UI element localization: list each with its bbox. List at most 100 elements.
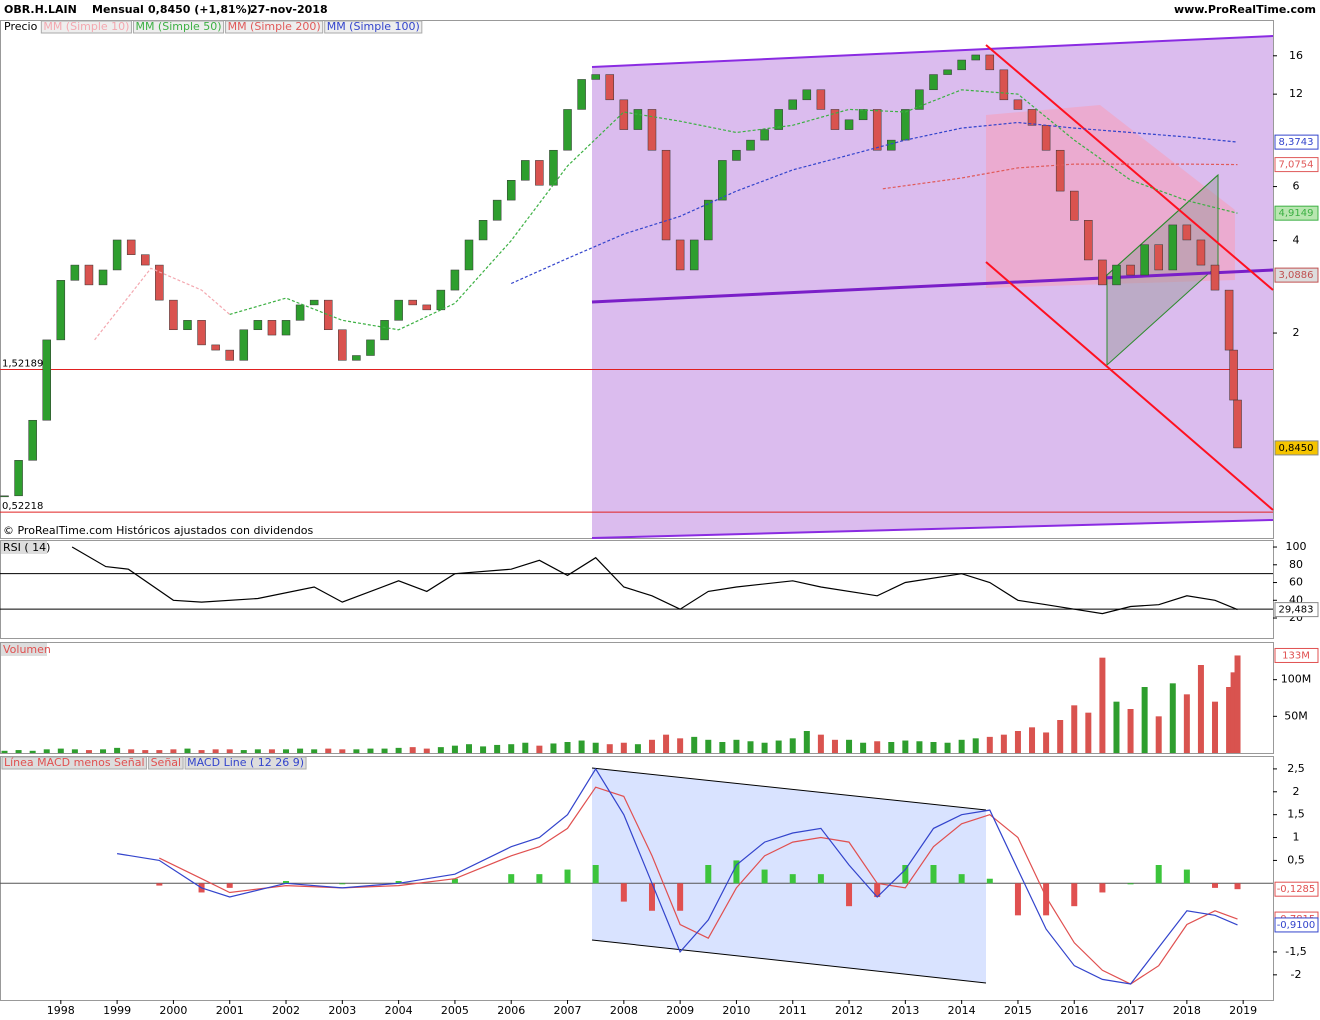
x-tick-label: 2012 bbox=[835, 1004, 863, 1017]
y-tick-label: 100 bbox=[1286, 540, 1307, 553]
legend-entry: MM (Simple 10) bbox=[43, 20, 129, 33]
value-tag-box bbox=[1274, 205, 1319, 221]
candle bbox=[802, 89, 812, 101]
volume-bar bbox=[128, 749, 135, 753]
volume-bar bbox=[817, 734, 824, 753]
value-tag: -0,9100 bbox=[1277, 920, 1316, 931]
legend-box bbox=[225, 20, 324, 34]
candle bbox=[985, 54, 995, 71]
x-tick-label: 2000 bbox=[159, 1004, 187, 1017]
x-tick-label: 2003 bbox=[328, 1004, 356, 1017]
histogram-bar bbox=[846, 883, 853, 907]
histogram-bar bbox=[1071, 883, 1078, 907]
candle bbox=[338, 329, 347, 361]
histogram-bar bbox=[648, 883, 655, 911]
volume-bar bbox=[57, 748, 64, 753]
candle bbox=[98, 269, 108, 286]
hline-label: 1,52189 bbox=[2, 358, 43, 369]
source: www.ProRealTime.com bbox=[1174, 3, 1316, 16]
candle bbox=[1013, 99, 1023, 110]
volume-bar bbox=[1029, 727, 1036, 753]
histogram-bar bbox=[733, 860, 740, 884]
y-tick-label: -2 bbox=[1291, 968, 1302, 981]
candle bbox=[1098, 259, 1107, 286]
candle bbox=[872, 109, 882, 151]
histogram-bar bbox=[817, 874, 824, 884]
y-tick-label: 0,5 bbox=[1287, 853, 1305, 866]
x-tick-label: 1999 bbox=[103, 1004, 131, 1017]
volume-bar bbox=[156, 750, 163, 753]
y-tick-label: 100M bbox=[1281, 673, 1312, 686]
volume-bar bbox=[1043, 732, 1050, 753]
x-tick-label: 2007 bbox=[554, 1004, 582, 1017]
legend-entry: Línea MACD menos Señal bbox=[4, 756, 145, 769]
candle bbox=[352, 355, 361, 361]
candle bbox=[915, 89, 924, 110]
x-tick-label: 2004 bbox=[385, 1004, 413, 1017]
volume-bar bbox=[1141, 687, 1148, 753]
volume-bar bbox=[381, 748, 388, 753]
histogram-bar bbox=[508, 874, 515, 884]
volume-bar bbox=[508, 744, 515, 753]
volume-bar bbox=[466, 744, 472, 753]
candle bbox=[408, 299, 417, 306]
volume-bar bbox=[339, 749, 346, 753]
candle bbox=[239, 329, 249, 361]
volume-bar bbox=[353, 749, 360, 753]
candle bbox=[732, 149, 741, 161]
volume-bar bbox=[283, 749, 290, 753]
candle bbox=[436, 289, 446, 311]
candle bbox=[211, 344, 220, 351]
volume-bar bbox=[494, 744, 501, 753]
candle bbox=[225, 349, 234, 361]
candle bbox=[929, 74, 938, 91]
candle bbox=[1041, 125, 1051, 151]
candle bbox=[1229, 349, 1238, 401]
x-tick-label: 2015 bbox=[1004, 1004, 1032, 1017]
x-tick-label: 2016 bbox=[1060, 1004, 1088, 1017]
candle bbox=[112, 239, 122, 271]
candle bbox=[1126, 264, 1135, 276]
volume-bar bbox=[451, 745, 458, 753]
volume-bar bbox=[916, 741, 923, 753]
volume-bar bbox=[142, 750, 149, 753]
volume-bar bbox=[1127, 709, 1134, 753]
candle bbox=[718, 160, 727, 201]
candle bbox=[844, 119, 854, 130]
legend-entry: MM (Simple 200) bbox=[228, 20, 321, 33]
volume-bar bbox=[297, 748, 304, 753]
macd-trend-top bbox=[591, 767, 987, 811]
candle bbox=[521, 160, 530, 181]
volume-bar bbox=[874, 741, 881, 753]
volume-bar bbox=[986, 736, 993, 753]
histogram-bar bbox=[986, 878, 993, 884]
price-panel bbox=[0, 20, 1274, 539]
x-tick-label: 2009 bbox=[666, 1004, 694, 1017]
candle bbox=[591, 74, 600, 80]
channel-top bbox=[591, 35, 1274, 68]
volume-bar bbox=[775, 740, 782, 753]
volume-bar bbox=[536, 745, 543, 753]
histogram-bar bbox=[761, 869, 768, 884]
volume-bar bbox=[578, 740, 585, 753]
candle bbox=[1140, 244, 1149, 276]
y-tick-label: 50M bbox=[1284, 709, 1308, 722]
candle bbox=[422, 304, 432, 311]
volume-bar bbox=[1071, 705, 1078, 753]
candle bbox=[647, 109, 657, 151]
candle bbox=[689, 239, 699, 271]
histogram-bar bbox=[1014, 883, 1021, 916]
candle bbox=[675, 239, 685, 271]
histogram-bar bbox=[1234, 883, 1241, 890]
volume-bar bbox=[1113, 701, 1120, 753]
candle bbox=[366, 339, 375, 356]
histogram-bar bbox=[620, 883, 627, 902]
candle bbox=[464, 239, 474, 271]
candle bbox=[394, 299, 403, 321]
candle bbox=[506, 180, 516, 201]
series-line bbox=[159, 786, 1238, 985]
candle bbox=[774, 109, 783, 130]
volume-bar bbox=[761, 742, 768, 753]
volume-bar bbox=[15, 750, 22, 753]
volume-bar bbox=[409, 747, 416, 753]
